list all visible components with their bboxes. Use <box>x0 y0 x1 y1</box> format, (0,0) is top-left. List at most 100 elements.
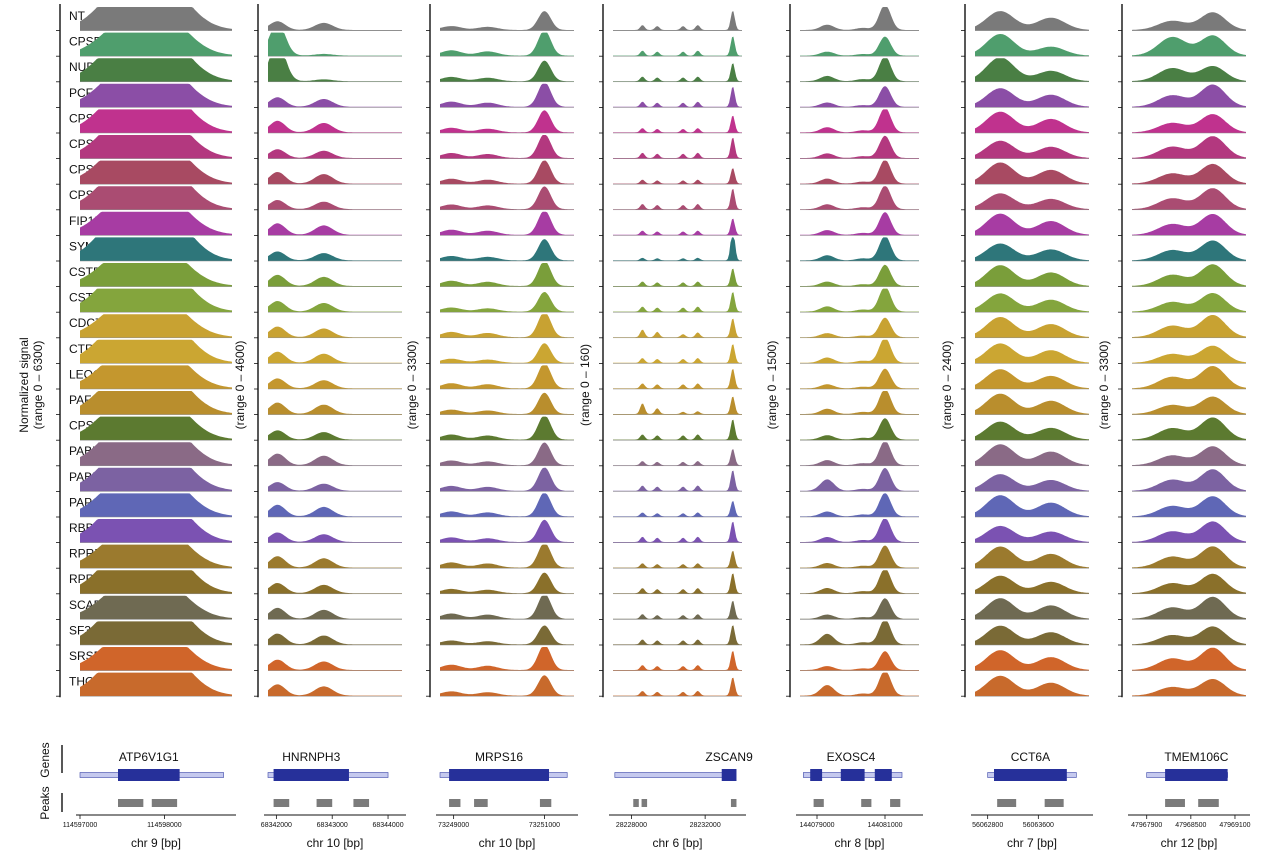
signal-area-nudt21 <box>1132 66 1246 82</box>
signal-area-rprd1a <box>800 545 919 569</box>
signal-area-cdc73 <box>268 326 402 338</box>
signal-area-nt <box>613 11 742 31</box>
signal-area-cstf3 <box>440 292 574 313</box>
signal-area-ctr9 <box>1132 345 1246 364</box>
peak-box <box>633 799 639 807</box>
signal-area-rprd1b <box>268 583 402 594</box>
signal-area-sympk <box>268 251 402 261</box>
signal-area-fip1l1 <box>440 211 574 236</box>
signal-area-sf3a1 <box>613 625 742 645</box>
signal-area-cpsf3l <box>440 416 574 441</box>
signal-area-pabpn1 <box>613 470 742 492</box>
gene-name: MRPS16 <box>475 750 523 764</box>
x-tick-label: 68343000 <box>317 822 348 829</box>
signal-area-pabpn1 <box>440 467 574 492</box>
signal-area-nudt21 <box>613 63 742 82</box>
x-tick-label: 68344000 <box>372 822 403 829</box>
signal-area-nt <box>440 11 574 31</box>
y-range-label: (range 0 – 3300) <box>1097 341 1111 430</box>
signal-area-ctr9 <box>268 351 402 364</box>
signal-area-paf1 <box>975 393 1089 415</box>
signal-area-cpsf1 <box>268 120 402 133</box>
signal-area-leo1 <box>440 365 574 389</box>
x-tick-label: 47969100 <box>1219 822 1250 829</box>
signal-area-pabpc1 <box>613 449 742 466</box>
signal-area-rprd1b <box>800 570 919 594</box>
intron <box>614 772 728 778</box>
signal-area-rprd1a <box>975 546 1089 569</box>
signal-area-cpsf3 <box>80 160 232 185</box>
signal-area-cstf3 <box>800 288 919 313</box>
signal-area-cpsf1 <box>1132 114 1246 133</box>
signal-area-papola <box>80 493 232 517</box>
signal-area-cpsf4 <box>440 186 574 210</box>
signal-area-rprd1b <box>613 573 742 594</box>
x-tick-label: 56063600 <box>1023 822 1054 829</box>
signal-area-ctr9 <box>613 344 742 364</box>
signal-area-cstf3 <box>268 301 402 313</box>
signal-area-rprd1a <box>1132 546 1246 569</box>
signal-area-scaf8 <box>975 598 1089 620</box>
signal-area-pabpn1 <box>975 474 1089 492</box>
signal-area-cpsf2 <box>613 137 742 159</box>
signal-area-leo1 <box>613 369 742 389</box>
exon <box>721 769 737 781</box>
signal-area-srsf3 <box>975 650 1089 671</box>
x-tick-label: 68342000 <box>261 822 292 829</box>
signal-area-cpsf2 <box>440 135 574 159</box>
signal-area-paf1 <box>268 402 402 415</box>
x-axis-label: chr 10 [bp] <box>479 836 536 850</box>
signal-area-sympk <box>613 237 742 261</box>
peak-box <box>813 799 824 807</box>
signal-area-pabpc1 <box>80 442 232 466</box>
signal-area-pcf11 <box>268 97 402 108</box>
signal-area-nudt21 <box>975 58 1089 82</box>
signal-area-pabpc1 <box>1132 446 1246 466</box>
signal-area-sympk <box>800 237 919 261</box>
peaks-label: Peaks <box>38 786 52 819</box>
signal-area-cpsf1 <box>975 111 1089 133</box>
exon <box>840 769 865 781</box>
signal-area-paf1 <box>613 396 742 415</box>
signal-area-leo1 <box>80 365 232 389</box>
signal-area-cpsf3l <box>268 430 402 441</box>
signal-area-papola <box>613 501 742 517</box>
signal-area-rprd1a <box>80 544 232 569</box>
signal-area-cpsf6 <box>440 32 574 57</box>
signal-area-scaf8 <box>800 598 919 620</box>
x-axis-label: chr 8 [bp] <box>834 836 884 850</box>
signal-area-pcf11 <box>440 83 574 108</box>
signal-area-rbbp6 <box>440 519 574 543</box>
exon <box>449 769 550 781</box>
signal-area-pcf11 <box>1132 84 1246 108</box>
signal-area-cpsf1 <box>440 110 574 133</box>
signal-area-nt <box>80 7 232 31</box>
signal-area-sympk <box>440 239 574 261</box>
signal-area-pcf11 <box>80 83 232 108</box>
signal-area-srsf3 <box>613 651 742 671</box>
signal-area-cpsf3 <box>975 162 1089 185</box>
signal-area-ctr9 <box>80 339 232 364</box>
signal-area-paf1 <box>440 392 574 415</box>
signal-area-pcf11 <box>800 86 919 108</box>
signal-area-cpsf4 <box>800 186 919 210</box>
exon <box>874 769 892 781</box>
signal-area-rprd1b <box>1132 573 1246 594</box>
signal-area-leo1 <box>975 369 1089 389</box>
signal-area-papola <box>975 495 1089 517</box>
signal-area-leo1 <box>800 368 919 389</box>
signal-area-cpsf1 <box>613 115 742 133</box>
signal-area-papola <box>268 504 402 517</box>
x-tick-label: 144081000 <box>867 822 902 829</box>
signal-area-pabpc1 <box>268 453 402 466</box>
signal-area-sf3a1 <box>1132 626 1246 645</box>
signal-area-nudt21 <box>268 58 402 82</box>
x-tick-label: 28232000 <box>690 822 721 829</box>
gene-name: CCT6A <box>1011 750 1050 764</box>
signal-area-cpsf2 <box>800 135 919 159</box>
y-range-label: (range 0 – 2400) <box>940 341 954 430</box>
y-range-label: (range 0 – 3300) <box>405 341 419 430</box>
signal-area-rbbp6 <box>613 521 742 543</box>
exon <box>273 769 349 781</box>
signal-area-cpsf3 <box>1132 163 1246 185</box>
